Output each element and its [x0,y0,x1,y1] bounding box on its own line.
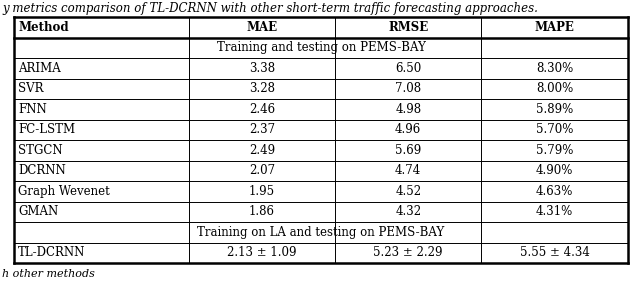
Text: Method: Method [18,21,68,34]
Text: 2.07: 2.07 [249,164,275,177]
Text: 5.69: 5.69 [395,144,421,157]
Text: SVR: SVR [18,82,44,95]
Text: 3.38: 3.38 [249,62,275,75]
Text: MAPE: MAPE [534,21,575,34]
Text: MAE: MAE [246,21,278,34]
Text: FNN: FNN [18,103,47,116]
Text: ARIMA: ARIMA [18,62,61,75]
Text: 7.08: 7.08 [395,82,421,95]
Text: 5.55 ± 4.34: 5.55 ± 4.34 [520,246,589,259]
Text: Training on LA and testing on PEMS-BAY: Training on LA and testing on PEMS-BAY [197,226,445,239]
Text: 4.96: 4.96 [395,123,421,136]
Text: TL-DCRNN: TL-DCRNN [18,246,85,259]
Text: 5.70%: 5.70% [536,123,573,136]
Text: 1.86: 1.86 [249,205,275,218]
Text: 5.89%: 5.89% [536,103,573,116]
Text: 6.50: 6.50 [395,62,421,75]
Text: 2.37: 2.37 [249,123,275,136]
Text: Graph Wevenet: Graph Wevenet [18,185,109,198]
Text: 4.74: 4.74 [395,164,421,177]
Text: GMAN: GMAN [18,205,58,218]
Text: RMSE: RMSE [388,21,428,34]
Text: 8.00%: 8.00% [536,82,573,95]
Text: h other methods: h other methods [2,269,95,279]
Text: 4.63%: 4.63% [536,185,573,198]
Text: 2.46: 2.46 [249,103,275,116]
Text: 4.90%: 4.90% [536,164,573,177]
Text: 3.28: 3.28 [249,82,275,95]
Text: DCRNN: DCRNN [18,164,66,177]
Text: 1.95: 1.95 [249,185,275,198]
Text: 4.32: 4.32 [395,205,421,218]
Text: 5.79%: 5.79% [536,144,573,157]
Text: 8.30%: 8.30% [536,62,573,75]
Text: STGCN: STGCN [18,144,63,157]
Text: 4.31%: 4.31% [536,205,573,218]
Text: 5.23 ± 2.29: 5.23 ± 2.29 [373,246,443,259]
Text: 4.98: 4.98 [395,103,421,116]
Text: FC-LSTM: FC-LSTM [18,123,75,136]
Text: y metrics comparison of TL-DCRNN with other short-term traffic forecasting appro: y metrics comparison of TL-DCRNN with ot… [2,2,538,15]
Text: 4.52: 4.52 [395,185,421,198]
Text: 2.13 ± 1.09: 2.13 ± 1.09 [227,246,297,259]
Text: Training and testing on PEMS-BAY: Training and testing on PEMS-BAY [216,41,426,54]
Text: 2.49: 2.49 [249,144,275,157]
